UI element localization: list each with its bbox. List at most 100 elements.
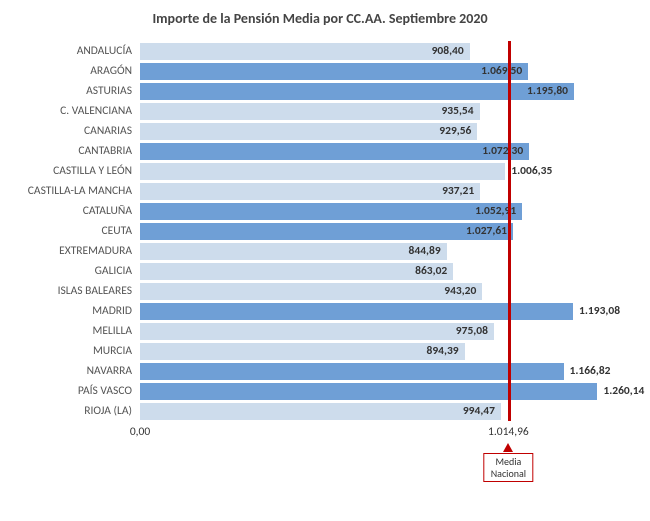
bar-row: CASTILLA Y LEÓN1.006,35: [10, 161, 630, 181]
bar: 1.006,35: [140, 163, 505, 180]
pension-chart: Importe de la Pensión Media por CC.AA. S…: [0, 0, 650, 503]
value-label: 863,02: [415, 264, 447, 278]
value-label: 1.069,50: [481, 64, 522, 78]
value-label: 1.195,80: [527, 84, 568, 98]
bar-row: PAÍS VASCO1.260,14: [10, 381, 630, 401]
category-label: CATALUÑA: [10, 204, 140, 218]
value-label: 1.006,35: [511, 164, 552, 178]
bar-row: CANARIAS 929,56: [10, 121, 630, 141]
bar-area: 894,39: [140, 343, 630, 360]
x-ticks: 0,001.014,96: [140, 425, 630, 443]
category-label: CEUTA: [10, 224, 140, 238]
plot-area: ANDALUCÍA 908,40 ARAGÓN 1.069,50 ASTURIAS 1.1…: [10, 41, 630, 493]
bar-row: CEUTA 1.027,61: [10, 221, 630, 241]
category-label: CANTABRIA: [10, 144, 140, 158]
bar: 975,08: [140, 323, 494, 340]
x-tick-label: 0,00: [130, 425, 150, 439]
bar: 1.166,82: [140, 363, 564, 380]
value-label: 844,89: [409, 244, 441, 258]
value-label: 935,54: [441, 104, 473, 118]
value-label: 929,56: [439, 124, 471, 138]
category-label: CASTILLA-LA MANCHA: [10, 184, 140, 198]
bar-area: 1.006,35: [140, 163, 630, 180]
bar: 844,89: [140, 243, 447, 260]
category-label: GALICIA: [10, 264, 140, 278]
bar: 943,20: [140, 283, 482, 300]
category-label: ARAGÓN: [10, 64, 140, 78]
bar-row: RIOJA (LA) 994,47: [10, 401, 630, 421]
chart-title: Importe de la Pensión Media por CC.AA. S…: [10, 10, 630, 27]
annotation-area: MediaNacional: [10, 443, 630, 493]
bar-area: 935,54: [140, 103, 630, 120]
bar-area: 1.027,61: [140, 223, 630, 240]
bar-row: ANDALUCÍA 908,40: [10, 41, 630, 61]
value-label: 894,39: [427, 344, 459, 358]
bar-row: GALICIA 863,02: [10, 261, 630, 281]
bar-area: 1.193,08: [140, 303, 630, 320]
value-label: 1.260,14: [603, 384, 644, 398]
bar-row: NAVARRA1.166,82: [10, 361, 630, 381]
value-label: 994,47: [463, 404, 495, 418]
bar-area: 1.166,82: [140, 363, 630, 380]
bar-row: EXTREMADURA 844,89: [10, 241, 630, 261]
bar: 908,40: [140, 43, 470, 60]
reference-line: [508, 41, 511, 421]
bar: 1.072,30: [140, 143, 529, 160]
value-label: 943,20: [444, 284, 476, 298]
annotation-box: MediaNacional: [484, 453, 533, 482]
category-label: ASTURIAS: [10, 84, 140, 98]
bar-area: 1.260,14: [140, 383, 630, 400]
bar: 894,39: [140, 343, 465, 360]
category-label: RIOJA (LA): [10, 404, 140, 418]
value-label: 975,08: [456, 324, 488, 338]
bar-area: 943,20: [140, 283, 630, 300]
bar: 937,21: [140, 183, 480, 200]
bar-row: MELILLA 975,08: [10, 321, 630, 341]
bar-area: 929,56: [140, 123, 630, 140]
category-label: MELILLA: [10, 324, 140, 338]
category-label: NAVARRA: [10, 364, 140, 378]
category-label: EXTREMADURA: [10, 244, 140, 258]
bar: 994,47: [140, 403, 501, 420]
bar: 929,56: [140, 123, 477, 140]
value-label: 1.072,30: [482, 144, 523, 158]
x-axis: 0,00 1.014,96: [10, 425, 630, 443]
bar-area: 1.069,50: [140, 63, 630, 80]
bar-row: MURCIA894,39: [10, 341, 630, 361]
bar-area: 1.072,30: [140, 143, 630, 160]
bars-container: ANDALUCÍA 908,40 ARAGÓN 1.069,50 ASTURIAS 1.1…: [10, 41, 630, 421]
bar-area: 1.195,80: [140, 83, 630, 100]
reference-tick-label: 1.014,96: [488, 425, 529, 439]
bar: 1.069,50: [140, 63, 528, 80]
value-label: 1.193,08: [579, 304, 620, 318]
bar-area: 937,21: [140, 183, 630, 200]
category-label: C. VALENCIANA: [10, 104, 140, 118]
value-label: 908,40: [432, 44, 464, 58]
value-label: 1.027,61: [466, 224, 507, 238]
bar-row: ASTURIAS 1.195,80: [10, 81, 630, 101]
bar: 1.260,14: [140, 383, 597, 400]
bar: 1.052,91: [140, 203, 522, 220]
bar-row: C. VALENCIANA 935,54: [10, 101, 630, 121]
bar-row: ISLAS BALEARES 943,20: [10, 281, 630, 301]
category-label: ANDALUCÍA: [10, 44, 140, 58]
category-label: ISLAS BALEARES: [10, 284, 140, 298]
bar-row: CANTABRIA 1.072,30: [10, 141, 630, 161]
annotation-arrow-icon: [503, 443, 513, 452]
bar: 863,02: [140, 263, 453, 280]
bar-area: 994,47: [140, 403, 630, 420]
bar-row: CASTILLA-LA MANCHA 937,21: [10, 181, 630, 201]
value-label: 1.166,82: [570, 364, 611, 378]
category-label: CASTILLA Y LEÓN: [10, 164, 140, 178]
bar-area: 908,40: [140, 43, 630, 60]
bar: 935,54: [140, 103, 480, 120]
bar-area: 975,08: [140, 323, 630, 340]
bar: 1.027,61: [140, 223, 513, 240]
value-label: 937,21: [442, 184, 474, 198]
bar-row: CATALUÑA1.052,91: [10, 201, 630, 221]
category-label: MADRID: [10, 304, 140, 318]
category-label: CANARIAS: [10, 124, 140, 138]
bar-area: 1.052,91: [140, 203, 630, 220]
bar-row: ARAGÓN 1.069,50: [10, 61, 630, 81]
bar-area: 844,89: [140, 243, 630, 260]
